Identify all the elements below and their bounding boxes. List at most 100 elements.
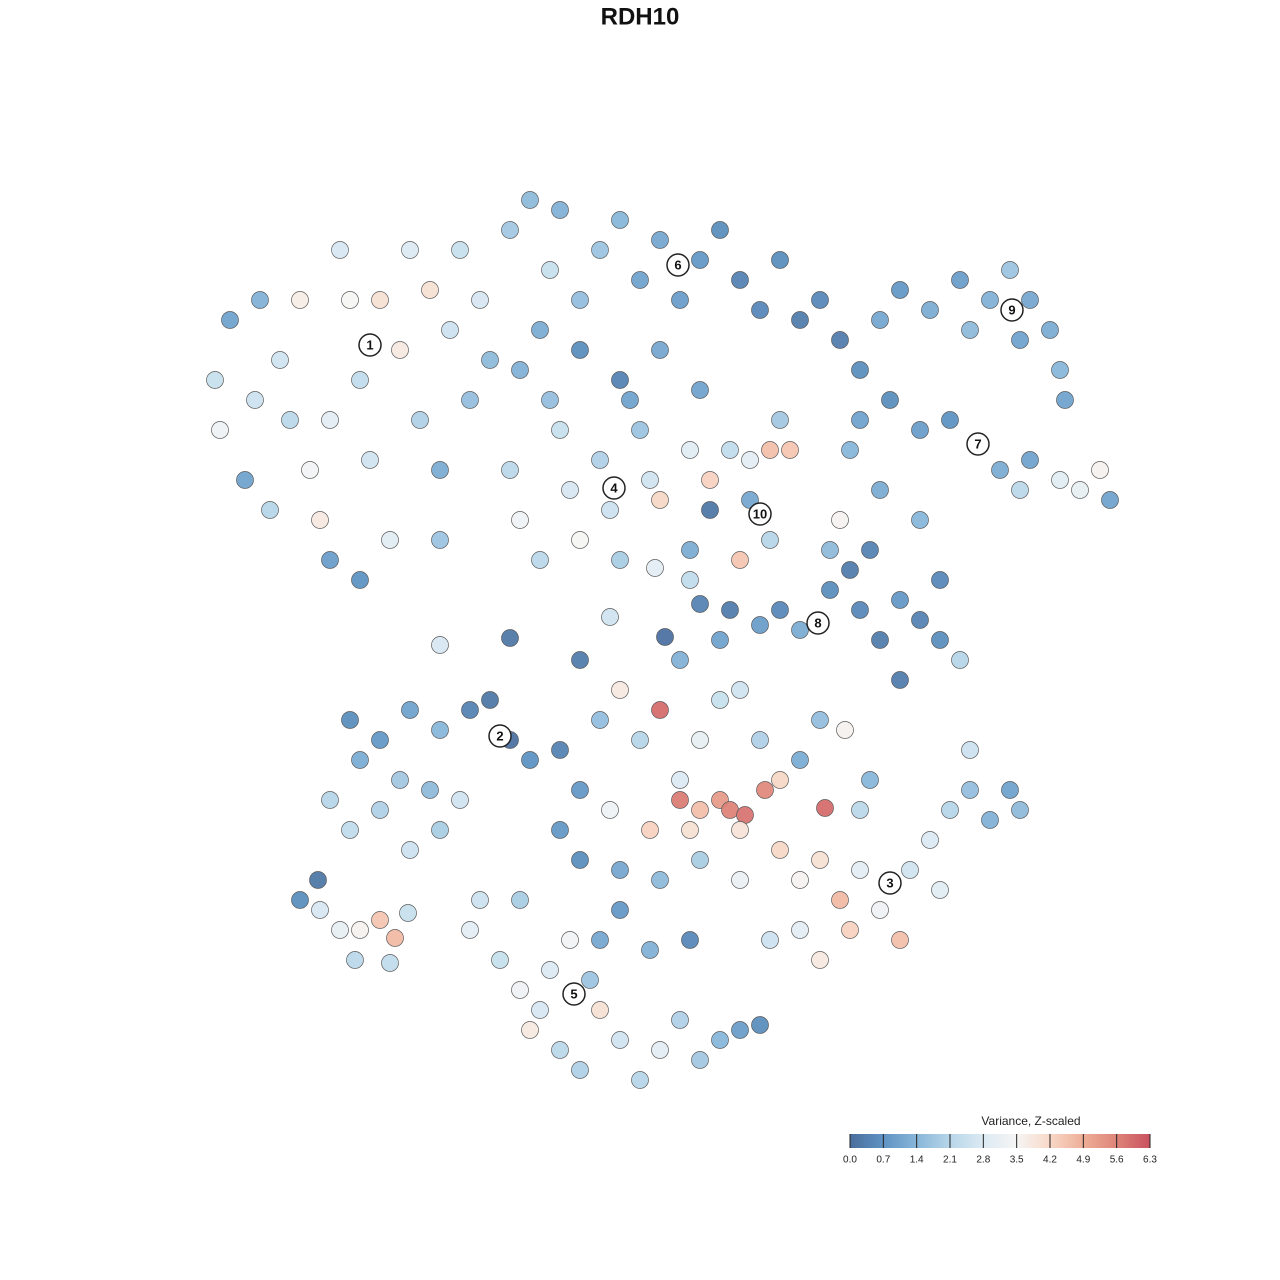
point (621, 391, 639, 409)
point (601, 501, 619, 519)
point (1001, 781, 1019, 799)
point (261, 501, 279, 519)
point (391, 341, 409, 359)
point (1011, 481, 1029, 499)
point (931, 571, 949, 589)
colorbar-tick-label: 0.7 (876, 1155, 890, 1166)
point (721, 441, 739, 459)
point (651, 871, 669, 889)
point (611, 211, 629, 229)
point (691, 851, 709, 869)
point (691, 381, 709, 399)
colorbar-tick-label: 2.1 (943, 1155, 957, 1166)
point (891, 591, 909, 609)
point (941, 411, 959, 429)
cluster-label: 9 (1008, 302, 1015, 317)
point (901, 861, 919, 879)
point (501, 629, 519, 647)
point (631, 731, 649, 749)
cluster-label: 3 (886, 875, 893, 890)
point (771, 601, 789, 619)
point (391, 771, 409, 789)
point (371, 911, 389, 929)
point (601, 608, 619, 626)
points (206, 191, 1119, 1089)
point (651, 231, 669, 249)
point (431, 461, 449, 479)
point (246, 391, 264, 409)
point (961, 781, 979, 799)
point (346, 951, 364, 969)
point (841, 441, 859, 459)
cluster-label: 7 (974, 436, 981, 451)
point (561, 931, 579, 949)
point (961, 321, 979, 339)
point (871, 311, 889, 329)
point (761, 441, 779, 459)
point (1051, 471, 1069, 489)
point (471, 891, 489, 909)
point (811, 291, 829, 309)
point (781, 441, 799, 459)
colorbar-tick-label: 0.0 (843, 1155, 857, 1166)
point (841, 561, 859, 579)
cluster-label: 2 (496, 728, 503, 743)
cluster-badge (358, 333, 382, 357)
point (981, 811, 999, 829)
point (451, 791, 469, 809)
point (656, 628, 674, 646)
cluster-badge (878, 871, 902, 895)
point (811, 711, 829, 729)
point (571, 781, 589, 799)
cluster-badge (666, 253, 690, 277)
point (441, 321, 459, 339)
point (351, 751, 369, 769)
point (721, 601, 739, 619)
point (651, 491, 669, 509)
point (731, 1021, 749, 1039)
point (501, 221, 519, 239)
point (731, 681, 749, 699)
point (341, 711, 359, 729)
point (646, 559, 664, 577)
point (311, 511, 329, 529)
point (711, 1031, 729, 1049)
point (831, 511, 849, 529)
colorbar-tick-label: 2.8 (976, 1155, 990, 1166)
point (711, 221, 729, 239)
point (481, 691, 499, 709)
point (631, 421, 649, 439)
cluster-label: 8 (814, 615, 821, 630)
point (821, 541, 839, 559)
cluster-badge (806, 611, 830, 635)
point (961, 741, 979, 759)
cluster-label: 5 (570, 986, 577, 1001)
point (811, 951, 829, 969)
point (711, 691, 729, 709)
point (851, 861, 869, 879)
point (591, 711, 609, 729)
point (511, 891, 529, 909)
point (701, 501, 719, 519)
point (1101, 491, 1119, 509)
point (541, 961, 559, 979)
point (371, 291, 389, 309)
point (736, 806, 754, 824)
point (861, 541, 879, 559)
point (791, 621, 809, 639)
point (951, 271, 969, 289)
point (311, 901, 329, 919)
point (871, 481, 889, 499)
point (561, 481, 579, 499)
point (681, 441, 699, 459)
point (671, 791, 689, 809)
point (611, 861, 629, 879)
point (641, 941, 659, 959)
point (731, 271, 749, 289)
point (751, 616, 769, 634)
point (401, 241, 419, 259)
point (671, 1011, 689, 1029)
point (601, 801, 619, 819)
point (381, 954, 399, 972)
